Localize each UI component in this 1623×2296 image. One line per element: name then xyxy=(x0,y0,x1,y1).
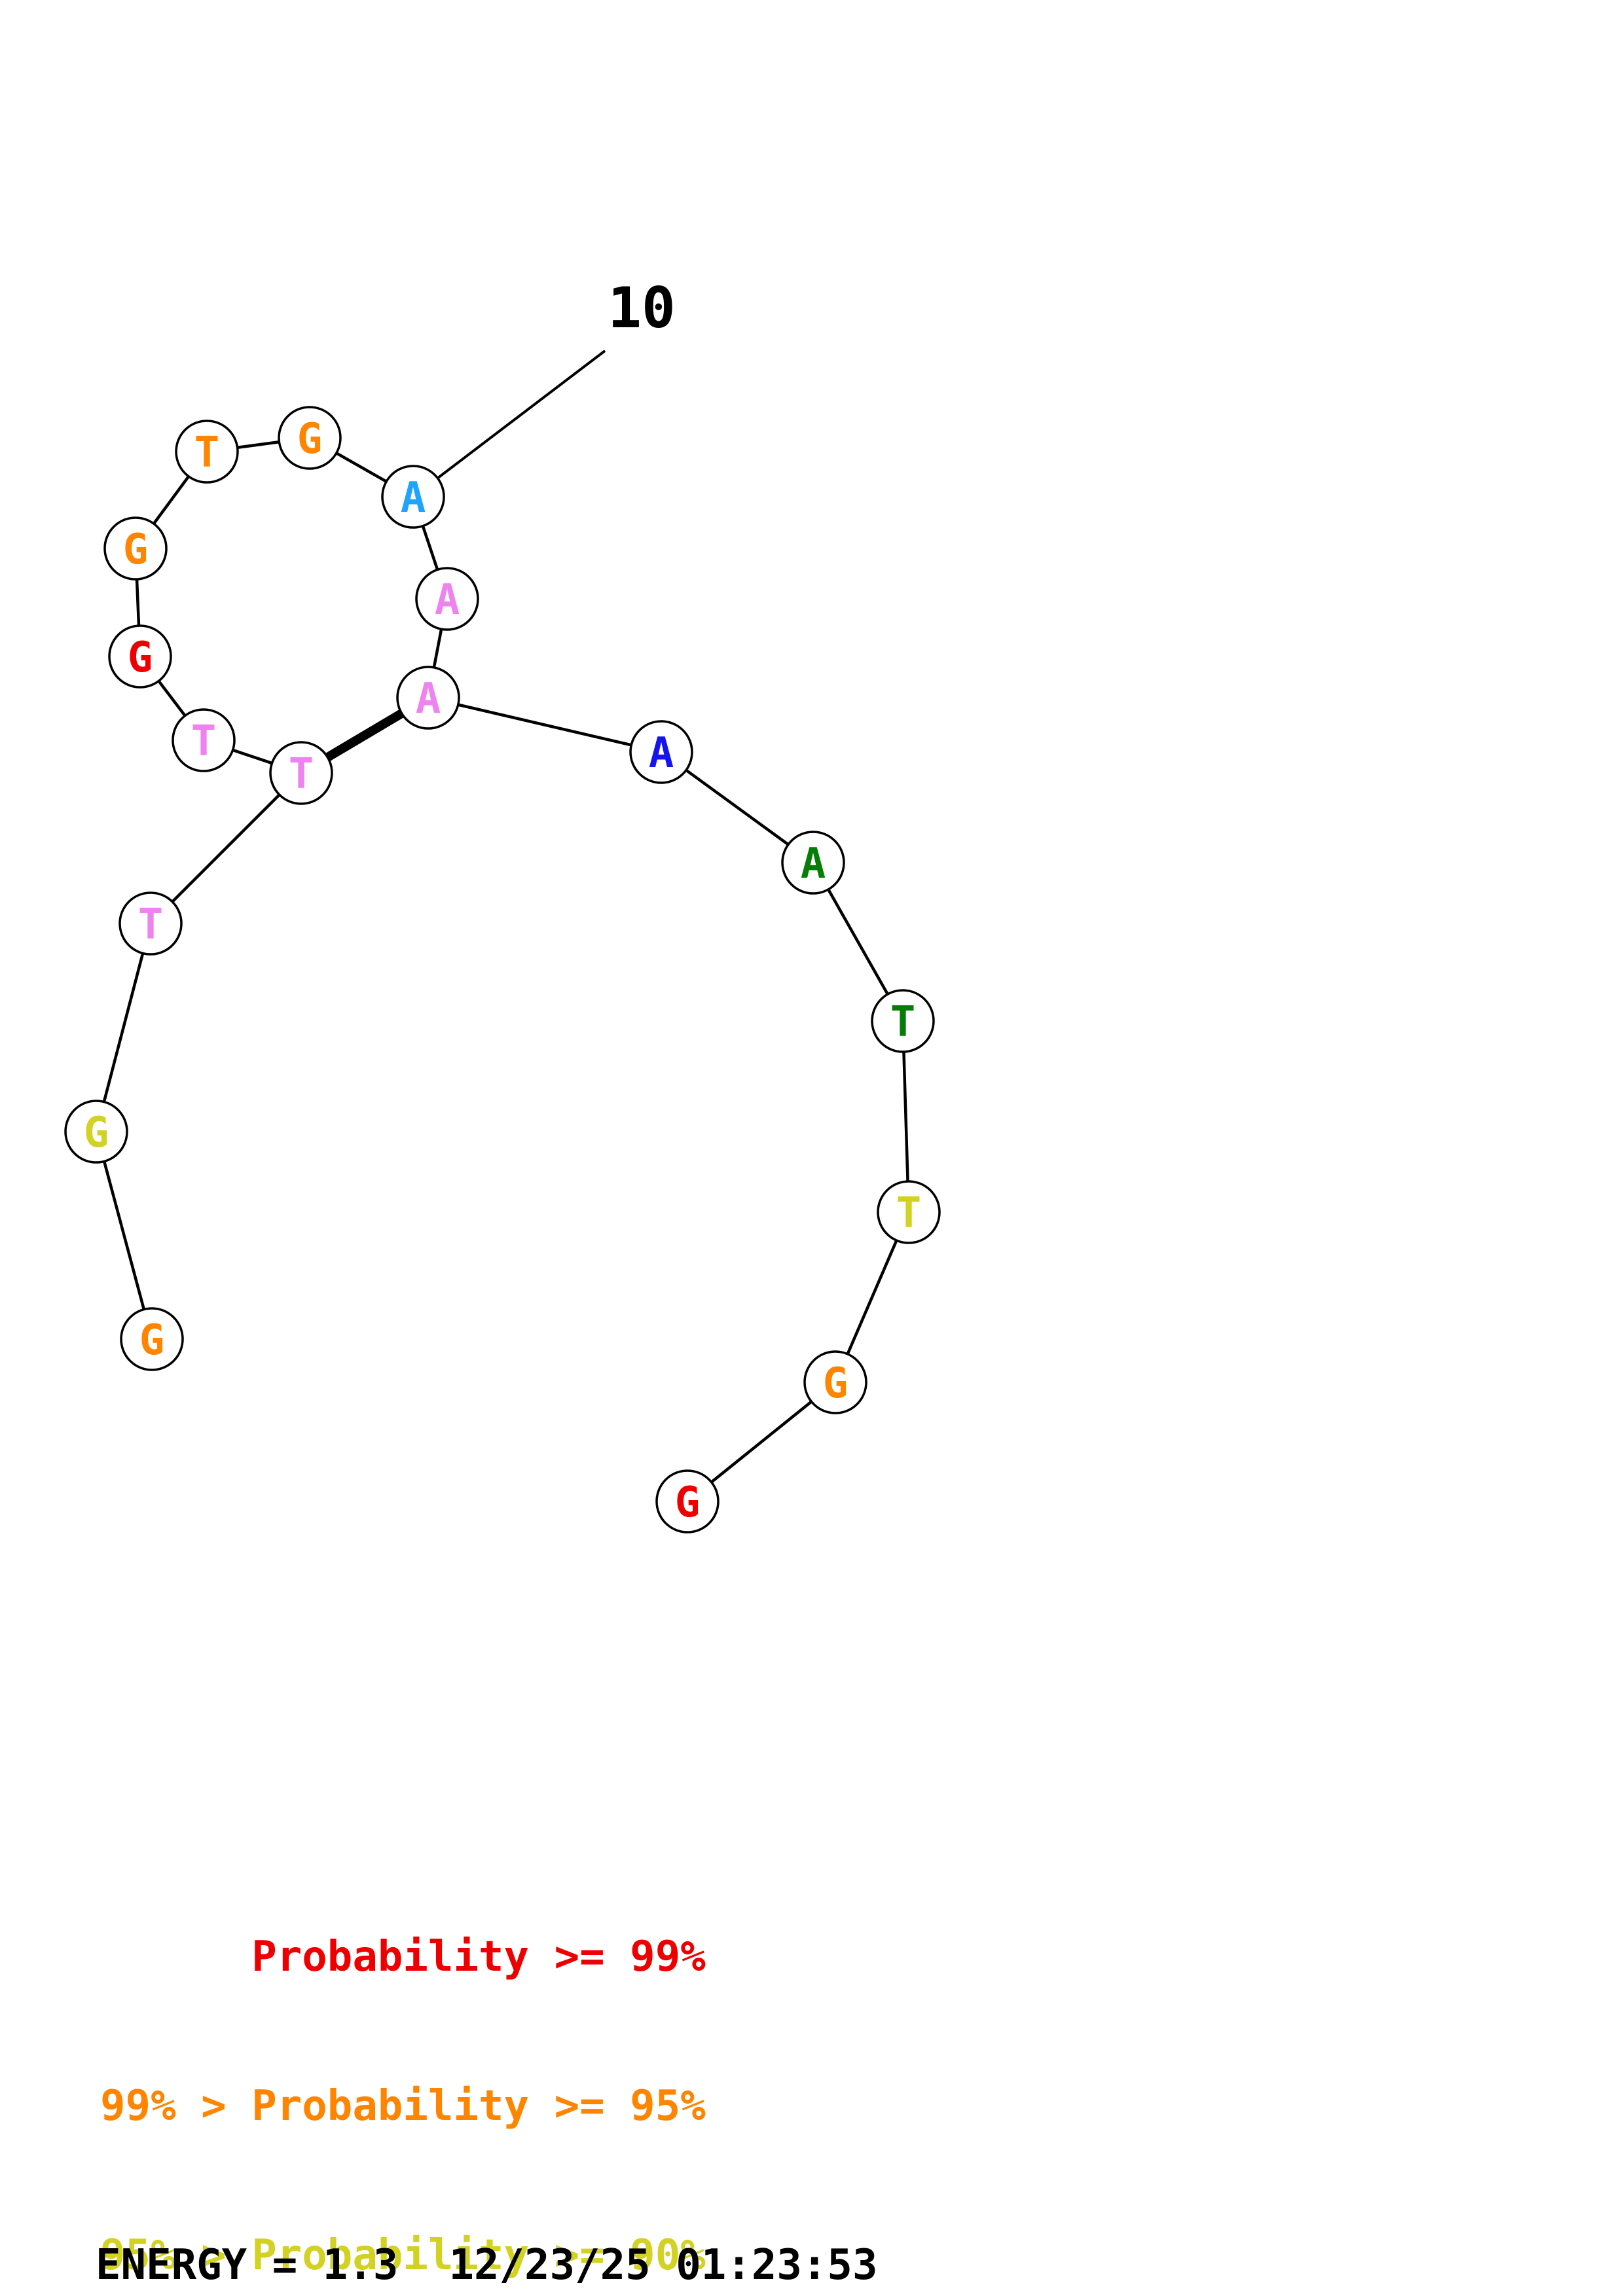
nucleotide-letter: A xyxy=(401,474,426,522)
backbone-edge xyxy=(149,772,302,925)
nucleotide-letter: G xyxy=(823,1359,848,1408)
nucleotide-circle xyxy=(278,406,342,470)
nucleotide-letter: T xyxy=(896,1189,922,1238)
nucleotide-circle xyxy=(172,708,236,772)
legend-row: 95% > Probability >= 90% xyxy=(100,2231,706,2280)
nucleotide-circle xyxy=(175,420,239,484)
nucleotide-letter: G xyxy=(84,1109,109,1157)
nucleotide-node: A xyxy=(629,720,693,784)
legend-row: 99% > Probability >= 95% xyxy=(100,2082,706,2130)
nucleotide-node: G xyxy=(278,406,342,470)
probability-legend: Probability >= 99% 99% > Probability >= … xyxy=(100,1833,706,2296)
nucleotide-node: G xyxy=(120,1307,184,1371)
nucleotide-circle xyxy=(103,516,168,581)
nucleotide-letter: A xyxy=(801,840,826,888)
nucleotide-circle xyxy=(629,720,693,784)
nucleotide-node: T xyxy=(172,708,236,772)
backbone-edge xyxy=(428,696,662,754)
tick-line xyxy=(412,350,606,498)
nucleotide-circle xyxy=(108,624,172,689)
nucleotide-letter: G xyxy=(128,634,153,682)
nucleotide-circle xyxy=(119,891,183,956)
nucleotide-node: T xyxy=(269,741,333,805)
nucleotide-circle xyxy=(871,989,935,1053)
position-label: 10 xyxy=(608,276,676,341)
nucleotide-node: T xyxy=(871,989,935,1053)
nucleotide-node: G xyxy=(655,1469,720,1534)
nucleotide-circle xyxy=(120,1307,184,1371)
nucleotide-node: A xyxy=(415,567,479,631)
legend-row: Probability >= 99% xyxy=(100,1933,706,1981)
nucleotide-node: G xyxy=(103,516,168,581)
nucleotide-circle xyxy=(655,1469,720,1534)
nucleotide-letter: G xyxy=(675,1479,701,1527)
nucleotide-circle xyxy=(415,567,479,631)
backbone-edge xyxy=(94,923,153,1132)
nucleotide-node: A xyxy=(381,465,445,529)
nucleotide-node: G xyxy=(108,624,172,689)
nucleotide-circle xyxy=(803,1350,867,1414)
nucleotide-circle xyxy=(877,1180,941,1244)
nucleotide-letter: T xyxy=(194,429,220,477)
nucleotide-letter: G xyxy=(139,1316,165,1365)
nucleotide-letter: A xyxy=(649,729,674,778)
nucleotide-circle xyxy=(396,666,460,730)
nucleotide-circle xyxy=(781,831,845,895)
nucleotide-node: G xyxy=(64,1100,128,1164)
nucleotide-letter: A xyxy=(435,576,460,624)
nucleotide-letter: T xyxy=(138,901,164,949)
nucleotide-node: T xyxy=(175,420,239,484)
energy-footer: ENERGY = 1.3 12/23/25 01:23:53 xyxy=(96,2241,878,2289)
nucleotide-node: T xyxy=(877,1180,941,1244)
nucleotide-circle xyxy=(269,741,333,805)
nucleotide-letter: G xyxy=(123,526,149,574)
nucleotide-letter: A xyxy=(416,675,441,723)
nucleotide-letter: T xyxy=(890,998,916,1047)
nucleotide-letter: T xyxy=(191,717,217,766)
nucleotide-letter: G xyxy=(297,415,323,463)
nucleotide-circle xyxy=(64,1100,128,1164)
nucleotide-node: A xyxy=(781,831,845,895)
nucleotide-circle xyxy=(381,465,445,529)
nucleotide-node: A xyxy=(396,666,460,730)
nucleotide-node: T xyxy=(119,891,183,956)
nucleotide-node: G xyxy=(803,1350,867,1414)
nucleotide-letter: T xyxy=(289,750,314,798)
backbone-edge xyxy=(94,1131,154,1340)
